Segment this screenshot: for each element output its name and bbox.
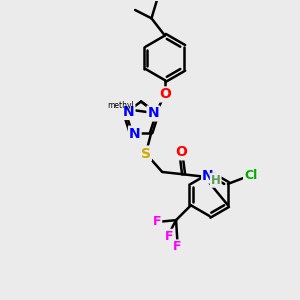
Text: N: N bbox=[148, 106, 159, 121]
Text: N: N bbox=[129, 127, 141, 141]
Text: O: O bbox=[159, 87, 171, 101]
Text: S: S bbox=[141, 146, 151, 161]
Text: O: O bbox=[175, 146, 187, 159]
Text: methyl: methyl bbox=[107, 100, 134, 109]
Text: F: F bbox=[153, 215, 161, 228]
Text: N: N bbox=[123, 105, 134, 119]
Text: F: F bbox=[173, 240, 182, 254]
Text: F: F bbox=[165, 230, 174, 243]
Text: H: H bbox=[211, 174, 221, 187]
Text: N: N bbox=[202, 169, 214, 182]
Text: Cl: Cl bbox=[244, 169, 257, 182]
